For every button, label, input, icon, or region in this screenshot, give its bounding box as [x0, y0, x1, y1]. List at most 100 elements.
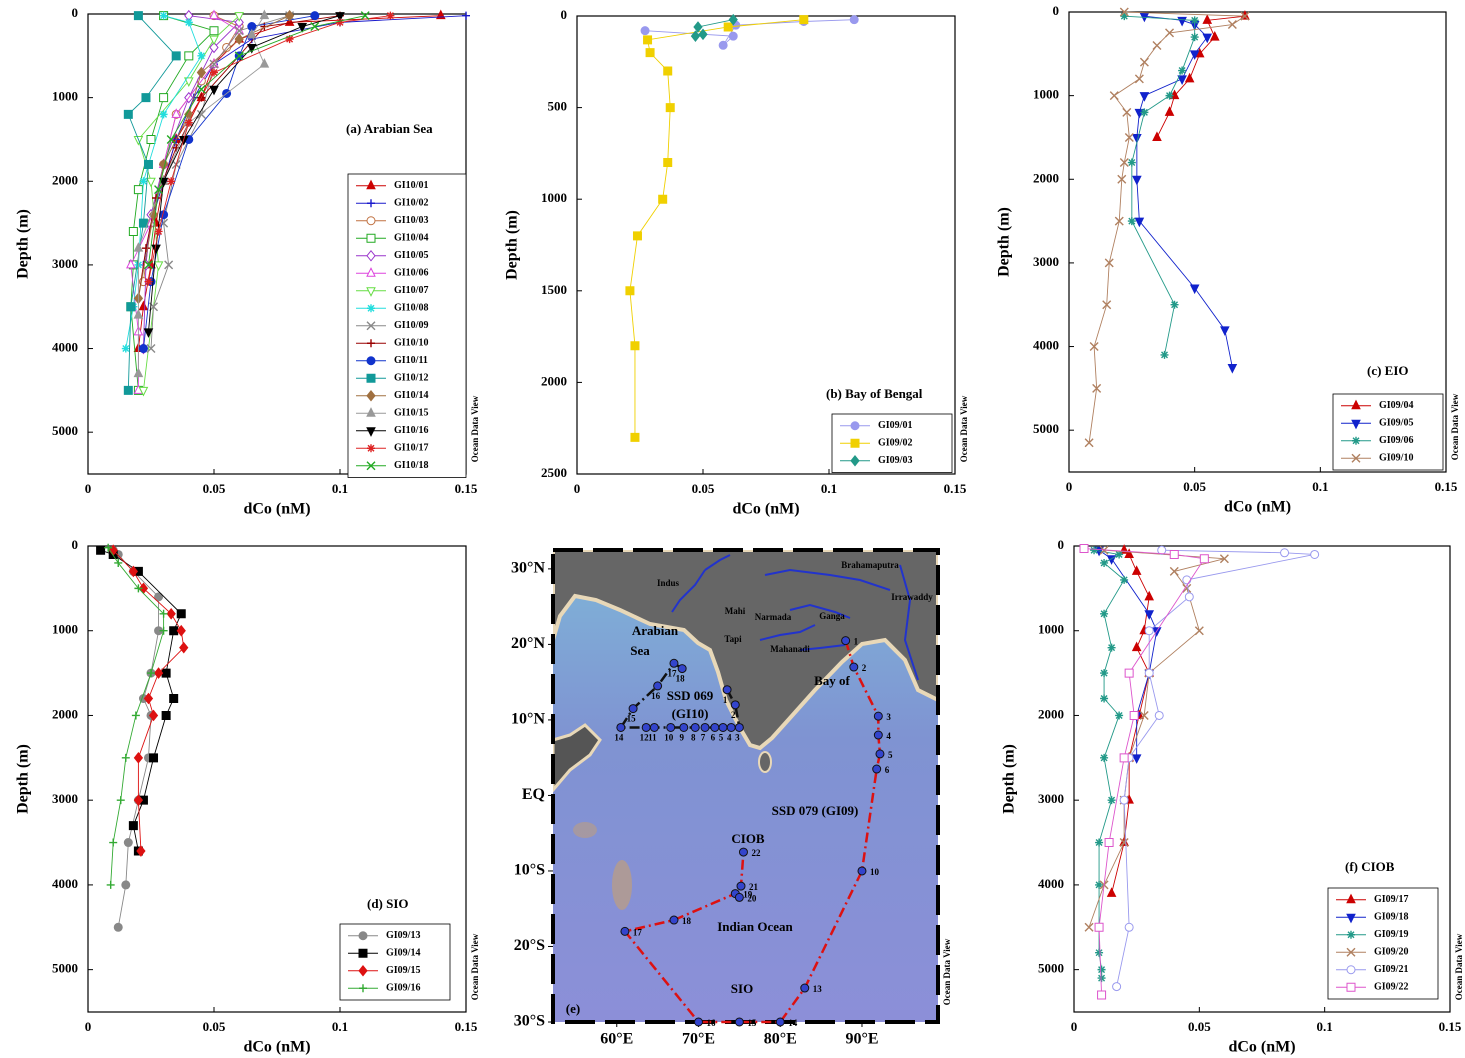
marker [1133, 176, 1141, 184]
marker [1125, 669, 1133, 677]
marker [1080, 545, 1088, 553]
legend-label: GI10/16 [394, 425, 428, 436]
marker [134, 12, 142, 20]
legend-label: GI09/13 [386, 930, 420, 941]
marker [1170, 550, 1178, 558]
marker [361, 12, 369, 20]
marker [142, 244, 150, 252]
marker [160, 94, 168, 102]
station-label: 14 [614, 733, 624, 743]
x-tick-label: 0.1 [1317, 1019, 1333, 1034]
marker [1183, 576, 1191, 584]
marker [1161, 351, 1169, 359]
station-label: 14 [788, 1018, 798, 1028]
marker [1200, 555, 1208, 563]
marker [210, 27, 218, 35]
marker [160, 110, 168, 118]
marker [139, 345, 147, 353]
marker [719, 41, 727, 49]
station [874, 731, 882, 739]
y-tick-label: 0 [561, 7, 568, 22]
legend-label: GI10/01 [394, 180, 428, 191]
marker [107, 881, 115, 889]
marker [1140, 93, 1148, 101]
marker [1130, 711, 1138, 719]
legend-marker [367, 374, 375, 382]
y-tick-label: 30°N [511, 560, 545, 577]
legend-label: GI09/17 [1374, 894, 1408, 905]
marker [311, 12, 319, 20]
y-tick-label: 3000 [52, 256, 78, 271]
marker [1195, 627, 1203, 635]
watermark: Ocean Data View [959, 395, 969, 462]
marker [633, 232, 641, 240]
marker [155, 668, 163, 678]
marker [800, 16, 808, 24]
marker [1100, 669, 1108, 677]
marker [197, 52, 205, 60]
y-tick-label: 5000 [52, 961, 78, 976]
legend-label: GI10/04 [394, 233, 428, 244]
marker [129, 822, 137, 830]
river-label: Ganga [819, 611, 845, 621]
station [873, 765, 881, 773]
marker [1125, 923, 1133, 931]
y-tick-label: 2000 [1033, 170, 1059, 185]
marker [260, 59, 268, 67]
watermark: Ocean Data View [1454, 933, 1464, 1000]
x-axis-label: dCo (nM) [243, 1039, 310, 1056]
marker [1145, 669, 1153, 677]
series-line [1089, 550, 1224, 927]
river-label: Mahi [725, 606, 746, 616]
legend-label: GI09/22 [1374, 982, 1408, 993]
x-tick-label: 0.1 [332, 1019, 348, 1034]
marker [1178, 67, 1186, 75]
marker [1171, 301, 1179, 309]
watermark: Ocean Data View [470, 395, 480, 462]
legend-label: GI09/15 [386, 965, 420, 976]
panel-title: (c) EIO [1367, 363, 1409, 378]
legend-label: GI10/10 [394, 338, 428, 349]
marker [1155, 711, 1163, 719]
y-tick-label: 2000 [541, 373, 567, 388]
panel-title: (d) SIO [367, 896, 409, 911]
marker [1115, 711, 1123, 719]
marker [134, 186, 142, 194]
station-label: 3 [735, 733, 740, 743]
plot-frame [577, 16, 955, 474]
station [711, 723, 719, 731]
marker [142, 94, 150, 102]
river-label: Irrawaddy [891, 592, 933, 602]
marker [666, 104, 674, 112]
marker [1108, 888, 1116, 896]
station [776, 1018, 784, 1026]
marker [729, 32, 737, 40]
marker [1221, 327, 1229, 335]
marker [1108, 796, 1116, 804]
station [874, 712, 882, 720]
map-annotation: (GI10) [672, 706, 709, 721]
station-label: 16 [651, 691, 661, 701]
marker [170, 627, 178, 635]
marker [1185, 593, 1193, 601]
marker [134, 310, 142, 318]
station-label: 15 [627, 714, 637, 724]
marker [185, 119, 193, 127]
panel-label: (e) [566, 1001, 580, 1016]
river-label: Indus [657, 578, 680, 588]
station [735, 723, 743, 731]
river-label: Mahanadi [770, 644, 810, 654]
marker [139, 302, 147, 310]
x-tick-label: 0.05 [692, 481, 715, 496]
y-tick-label: 4000 [52, 340, 78, 355]
marker [1108, 644, 1116, 652]
marker [850, 16, 858, 24]
station-label: 2 [731, 710, 736, 720]
y-tick-label: 0 [1058, 537, 1065, 552]
marker [1228, 364, 1236, 372]
legend-label: GI10/12 [394, 373, 428, 384]
x-tick-label: 0.05 [1183, 479, 1206, 494]
station [723, 686, 731, 694]
marker [147, 178, 155, 186]
x-tick-label: 0.05 [203, 481, 226, 496]
